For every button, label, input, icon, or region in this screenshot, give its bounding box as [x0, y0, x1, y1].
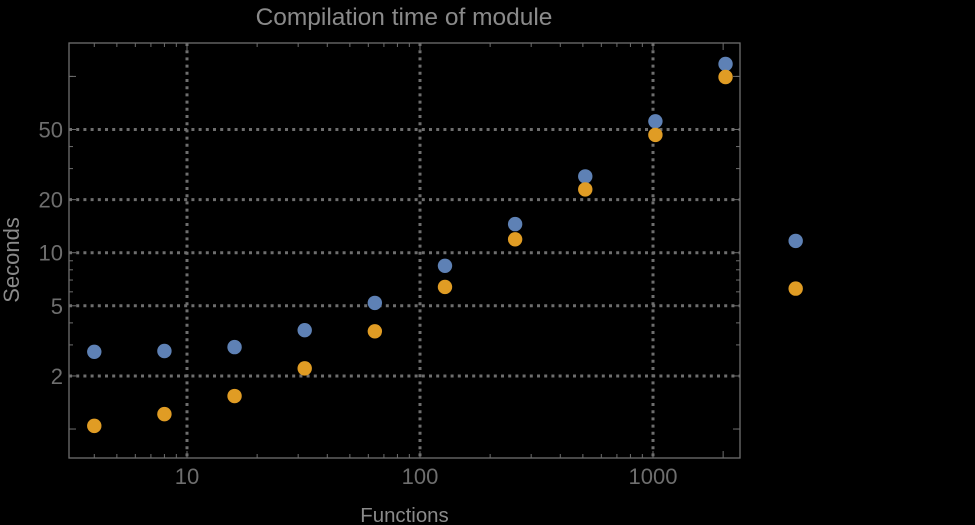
svg-text:Functions: Functions — [360, 505, 448, 525]
svg-text:Seconds: Seconds — [0, 217, 24, 303]
svg-text:Compilation time of module: Compilation time of module — [256, 4, 553, 31]
svg-text:1000: 1000 — [629, 464, 678, 489]
svg-text:10: 10 — [175, 464, 199, 489]
svg-text:2: 2 — [51, 364, 63, 389]
svg-text:5: 5 — [51, 294, 63, 319]
svg-text:50: 50 — [39, 117, 63, 142]
svg-text:10: 10 — [39, 241, 63, 266]
svg-text:100: 100 — [402, 464, 439, 489]
svg-text:20: 20 — [39, 188, 63, 213]
